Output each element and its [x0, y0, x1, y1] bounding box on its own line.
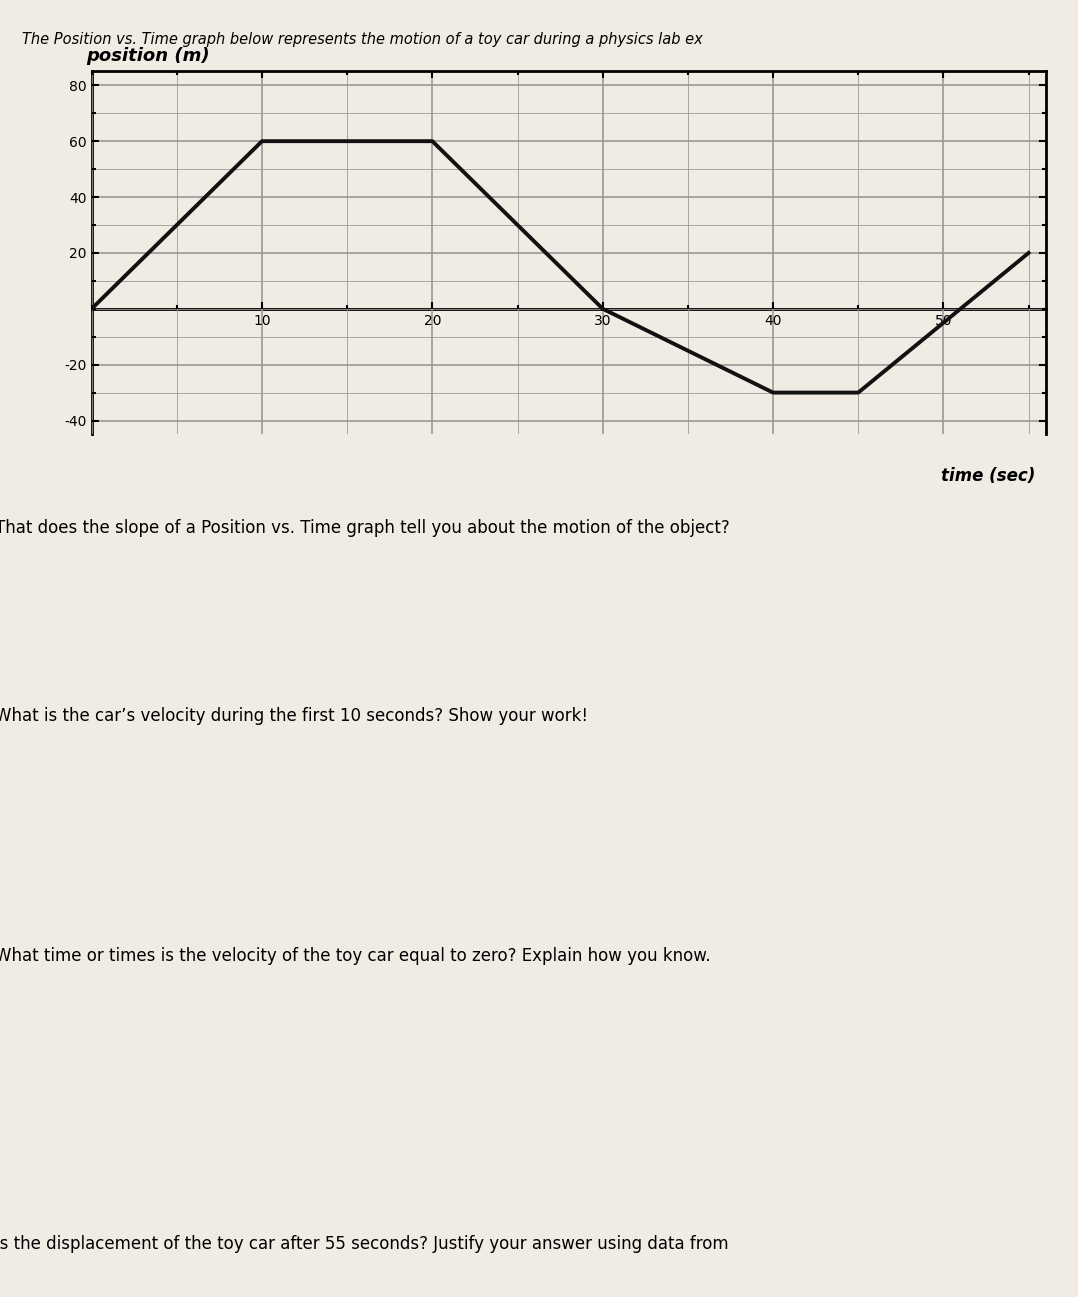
Text: What time or times is the velocity of the toy car equal to zero? Explain how you: What time or times is the velocity of th…	[0, 947, 710, 965]
Text: position (m): position (m)	[86, 47, 210, 65]
Text: The Position vs. Time graph below represents the motion of a toy car during a ph: The Position vs. Time graph below repres…	[22, 32, 702, 48]
Text: What is the car’s velocity during the first 10 seconds? Show your work!: What is the car’s velocity during the fi…	[0, 707, 588, 725]
Text: is the displacement of the toy car after 55 seconds? Justify your answer using d: is the displacement of the toy car after…	[0, 1235, 729, 1253]
Text: That does the slope of a Position vs. Time graph tell you about the motion of th: That does the slope of a Position vs. Ti…	[0, 519, 730, 537]
Text: time (sec): time (sec)	[940, 467, 1035, 485]
